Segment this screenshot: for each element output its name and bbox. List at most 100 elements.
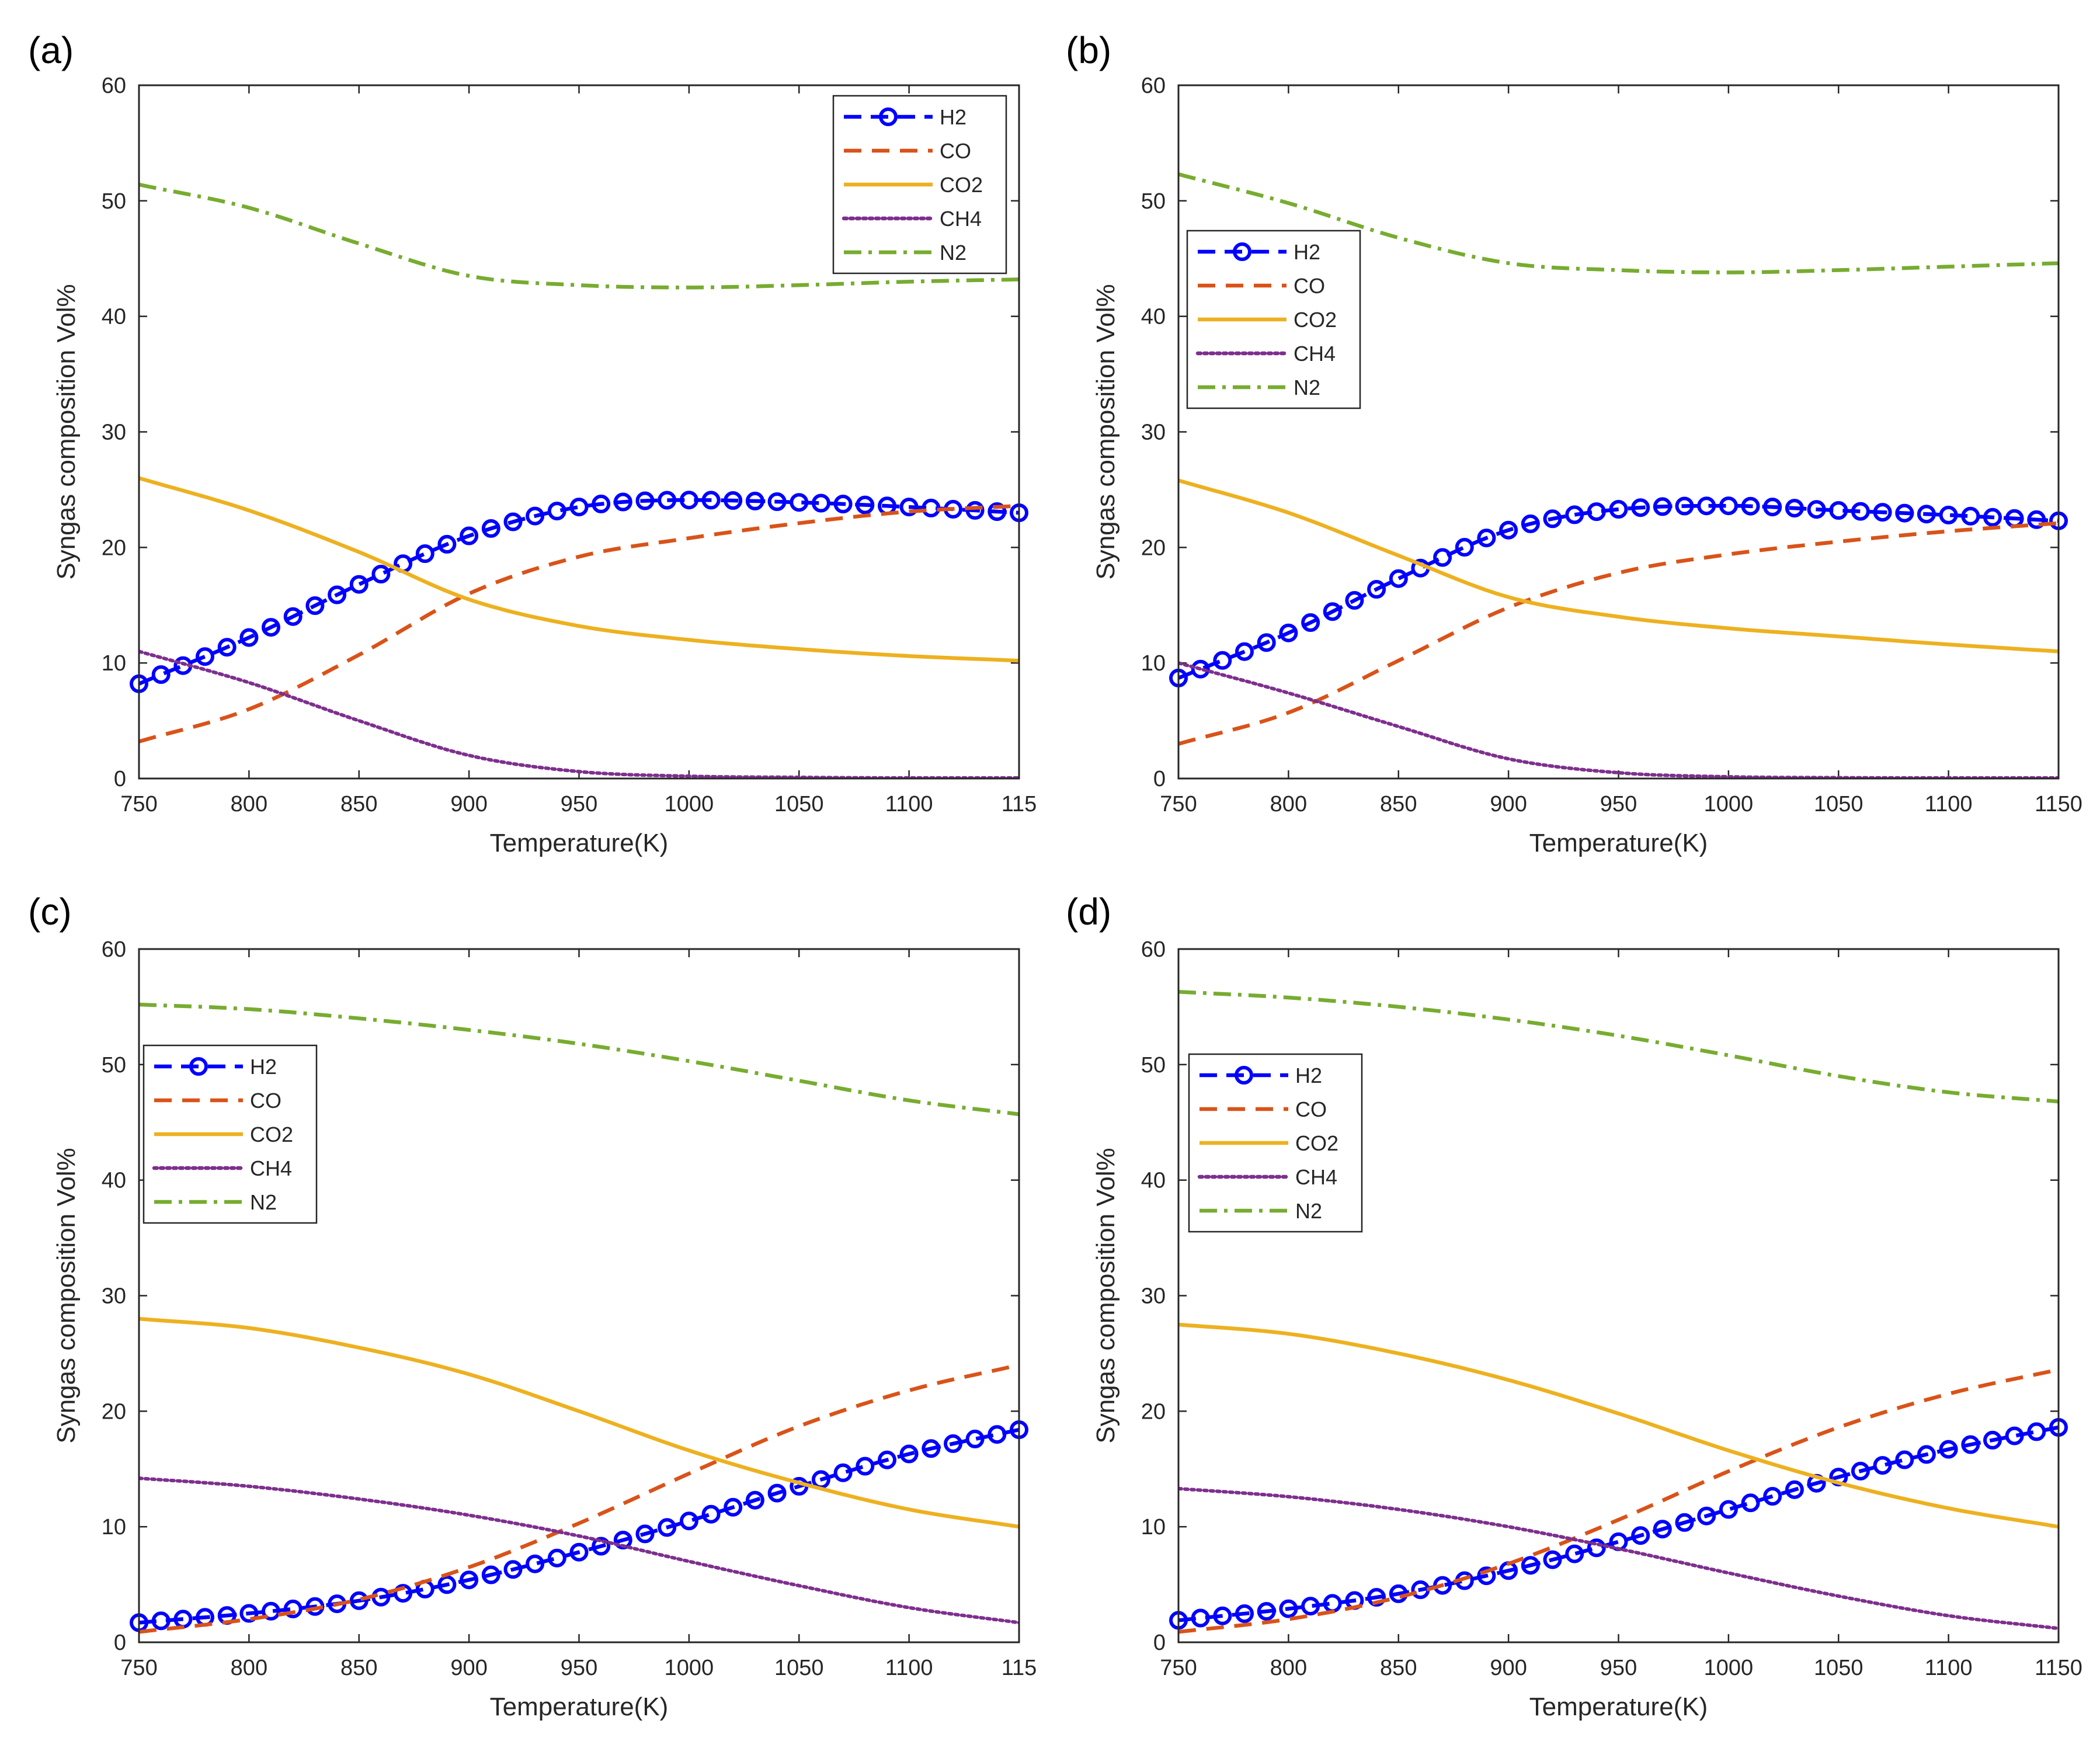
legend-label-n2: N2: [250, 1190, 277, 1214]
h2-marker: [1521, 1556, 1540, 1575]
y-tick-label: 10: [1141, 1515, 1166, 1539]
x-tick-label: 900: [1490, 1656, 1527, 1680]
h2-marker: [1983, 1430, 2002, 1450]
y-tick-label: 10: [1141, 651, 1166, 676]
h2-marker: [151, 665, 171, 684]
legend: H2 CO CO2 CH4 N2: [1186, 230, 1361, 409]
x-tick-label: 800: [231, 1656, 267, 1680]
h2-marker: [1213, 1606, 1232, 1625]
x-tick-label: 1100: [1925, 1656, 1973, 1680]
x-tick-label: 800: [1270, 792, 1307, 816]
h2-marker: [1257, 633, 1276, 652]
h2-marker: [503, 1560, 523, 1579]
h2-marker: [1279, 1599, 1298, 1618]
legend: H2 CO CO2 CH4 N2: [142, 1044, 318, 1224]
h2-marker: [724, 491, 743, 510]
x-tick-label: 1000: [1704, 792, 1754, 816]
h2-marker: [1389, 569, 1408, 588]
h2-marker: [811, 494, 830, 513]
h2-marker: [1851, 502, 1870, 521]
y-tick-label: 60: [102, 937, 126, 962]
legend-label-co2: CO2: [250, 1122, 293, 1146]
h2-marker: [1543, 1550, 1562, 1569]
series-line-ch4: [1178, 1486, 2059, 1631]
h2-marker: [1719, 496, 1738, 516]
h2-marker: [1609, 500, 1628, 519]
h2-marker: [1323, 602, 1342, 621]
chart-panel-b: (b) 750 800 850 900 950 1000 1050 1100 1150 0 10 20 3…: [1066, 29, 2082, 857]
h2-marker: [196, 647, 214, 666]
h2-marker: [679, 1511, 698, 1531]
y-tick-label: 60: [102, 74, 126, 98]
h2-marker: [833, 495, 853, 513]
legend: H2 CO CO2 CH4 N2: [832, 95, 1007, 274]
h2-marker: [1345, 591, 1364, 610]
h2-marker: [1631, 1526, 1650, 1545]
y-tick-label: 0: [114, 767, 126, 791]
x-tick-label: 1100: [1925, 792, 1973, 816]
y-tick-label: 30: [102, 420, 126, 445]
h2-marker: [635, 491, 655, 510]
h2-marker: [1961, 506, 1980, 526]
axes-box: [1177, 84, 2060, 780]
x-axis-label: Temperature(K): [490, 1693, 669, 1721]
h2-marker: [1763, 498, 1782, 517]
h2-marker: [944, 1434, 962, 1453]
legend-label-n2: N2: [1294, 376, 1320, 399]
series-line-n2: [1178, 172, 2059, 274]
h2-marker: [592, 1537, 611, 1556]
h2-marker: [1763, 1487, 1782, 1506]
h2-marker: [965, 1429, 985, 1448]
h2-marker: [460, 1570, 479, 1590]
legend-label-ch4: CH4: [250, 1156, 292, 1180]
y-tick-label: 20: [102, 536, 126, 560]
h2-marker: [1257, 1602, 1276, 1621]
h2-marker: [2005, 1426, 2024, 1445]
plot-area: [1178, 85, 2059, 779]
h2-marker: [1433, 1576, 1452, 1595]
h2-marker: [1807, 500, 1826, 519]
h2-marker: [1895, 1450, 1914, 1469]
series-line-co2: [1178, 1322, 2059, 1529]
x-tick-label: 900: [450, 1656, 487, 1680]
plot-area: [1178, 949, 2059, 1642]
legend-label-co2: CO2: [940, 173, 983, 197]
h2-marker: [526, 1554, 545, 1573]
h2-marker: [1301, 613, 1320, 632]
h2-marker: [1697, 1506, 1716, 1525]
x-tick-label: 900: [450, 792, 487, 816]
h2-marker: [767, 492, 787, 511]
x-tick-label: 800: [231, 792, 267, 816]
h2-marker: [1741, 1493, 1760, 1513]
h2-marker: [2027, 510, 2046, 529]
h2-marker: [1829, 501, 1848, 520]
h2-marker: [1675, 1513, 1694, 1532]
h2-marker: [1983, 508, 2002, 527]
x-tick-label: 1000: [1704, 1656, 1754, 1680]
x-tick-label: 800: [1270, 1656, 1307, 1680]
y-tick-label: 40: [1141, 1169, 1166, 1193]
h2-marker: [1741, 496, 1760, 516]
x-tick-label: 1100: [885, 1656, 933, 1680]
x-tick-label: 1050: [1814, 792, 1863, 816]
legend-label-n2: N2: [1295, 1199, 1322, 1223]
h2-marker: [1477, 529, 1496, 548]
y-tick-label: 10: [102, 651, 126, 676]
y-tick-label: 50: [1141, 1053, 1166, 1078]
x-tick-label: 750: [1160, 792, 1197, 816]
legend-marker: [879, 107, 898, 126]
y-tick-label: 50: [102, 1053, 126, 1078]
series-line-co2: [139, 1316, 1019, 1529]
h2-marker: [437, 1575, 457, 1594]
x-tick-label: 1150: [2035, 792, 2082, 816]
h2-marker: [1565, 1544, 1584, 1563]
h2-marker: [1235, 642, 1254, 661]
legend-label-ch4: CH4: [1295, 1165, 1337, 1189]
x-tick-label: 850: [340, 792, 377, 816]
series-line-n2: [1178, 989, 2059, 1104]
axes-box: [138, 948, 1020, 1643]
h2-marker: [349, 575, 368, 594]
series-line-co: [1178, 1367, 2059, 1634]
y-tick-label: 50: [102, 189, 126, 214]
series-line-ch4: [139, 1476, 1019, 1625]
